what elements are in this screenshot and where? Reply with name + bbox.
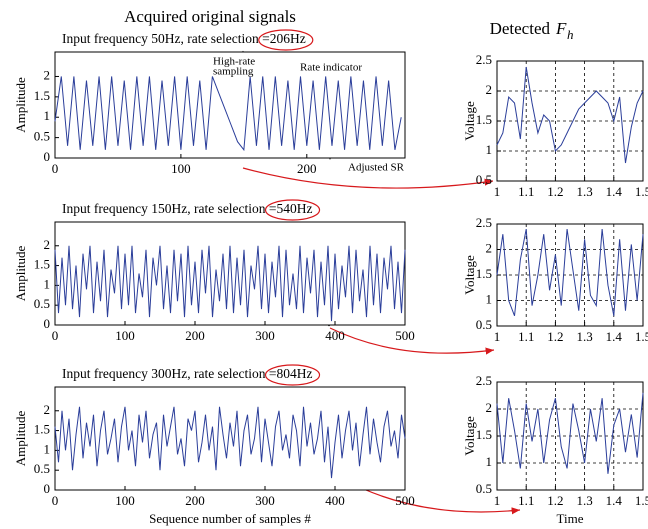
- chart-title: Input frequency 50Hz, rate selection =20…: [62, 31, 306, 46]
- x-tick-label: 1: [494, 329, 501, 344]
- plot-frame: [54, 51, 406, 159]
- y-axis-label: Voltage: [462, 416, 477, 456]
- left-title: Acquired original signals: [124, 7, 296, 26]
- x-tick-label: 0: [52, 161, 59, 176]
- x-tick-label: 1.1: [518, 329, 534, 344]
- x-tick-label: 1: [494, 184, 501, 199]
- signal-line: [54, 245, 406, 322]
- y-tick-label: 1.5: [476, 112, 492, 127]
- x-axis-label: Time: [557, 511, 584, 526]
- y-tick-label: 1: [44, 276, 51, 291]
- annotation: Adjusted SR: [348, 162, 405, 174]
- x-tick-label: 200: [185, 328, 205, 343]
- y-tick-label: 1: [44, 108, 51, 123]
- x-tick-label: 1.5: [635, 493, 648, 508]
- signal-line: [496, 66, 644, 164]
- annotation: sampling: [213, 66, 254, 78]
- x-tick-label: 1.1: [518, 184, 534, 199]
- y-tick-label: 1.5: [34, 88, 50, 103]
- chart-title: Input frequency 300Hz, rate selection =8…: [62, 366, 313, 381]
- x-tick-label: 1: [494, 493, 501, 508]
- x-tick-label: 1.3: [576, 329, 592, 344]
- chart-title: Input frequency 150Hz, rate selection =5…: [62, 201, 313, 216]
- x-tick-label: 200: [297, 161, 317, 176]
- y-tick-label: 1: [486, 291, 493, 306]
- x-tick-label: 1.1: [518, 493, 534, 508]
- y-tick-label: 0: [44, 149, 51, 164]
- x-tick-label: 1.3: [576, 184, 592, 199]
- y-tick-label: 0.5: [34, 129, 50, 144]
- signal-line: [496, 229, 644, 316]
- x-tick-label: 100: [115, 493, 135, 508]
- annotation: High-rate: [213, 56, 255, 68]
- annotation: Rate indicator: [300, 62, 362, 74]
- y-tick-label: 0.5: [476, 481, 492, 496]
- y-tick-label: 1.5: [476, 266, 492, 281]
- x-tick-label: 1.5: [635, 329, 648, 344]
- y-axis-label: Amplitude: [13, 245, 28, 301]
- y-tick-label: 2.5: [476, 373, 492, 388]
- x-tick-label: 1.2: [547, 493, 563, 508]
- right-subscript: h: [567, 27, 574, 42]
- x-tick-label: 400: [325, 493, 345, 508]
- x-tick-label: 1.2: [547, 329, 563, 344]
- x-tick-label: 100: [171, 161, 191, 176]
- x-tick-label: 300: [255, 493, 275, 508]
- x-tick-label: 1.5: [635, 184, 648, 199]
- highlight-ellipse: [264, 199, 321, 221]
- x-tick-label: 500: [395, 493, 415, 508]
- y-tick-label: 2: [44, 237, 51, 252]
- y-tick-label: 2: [486, 400, 493, 415]
- signal-line: [54, 76, 402, 152]
- y-tick-label: 1.5: [34, 257, 50, 272]
- y-tick-label: 1: [44, 441, 51, 456]
- y-tick-label: 2.5: [476, 215, 492, 230]
- y-tick-label: 1: [486, 454, 493, 469]
- y-tick-label: 1.5: [476, 427, 492, 442]
- signal-line: [496, 392, 644, 474]
- y-tick-label: 0.5: [34, 296, 50, 311]
- y-tick-label: 0.5: [476, 317, 492, 332]
- y-tick-label: 2: [44, 402, 51, 417]
- x-tick-label: 1.3: [576, 493, 592, 508]
- y-tick-label: 2: [486, 82, 493, 97]
- y-tick-label: 0: [44, 481, 51, 496]
- y-tick-label: 0.5: [34, 461, 50, 476]
- x-axis-label: Sequence number of samples #: [149, 511, 311, 526]
- signal-line: [54, 406, 406, 479]
- plot-frame: [54, 386, 406, 491]
- y-tick-label: 2.5: [476, 52, 492, 67]
- x-tick-label: 100: [115, 328, 135, 343]
- highlight-ellipse: [258, 29, 314, 51]
- x-tick-label: 1.4: [606, 493, 623, 508]
- y-axis-label: Voltage: [462, 255, 477, 295]
- highlight-ellipse: [264, 364, 321, 386]
- arrow: [242, 167, 494, 189]
- right-symbol: F: [555, 19, 567, 38]
- y-tick-label: 2: [44, 67, 51, 82]
- x-tick-label: 0: [52, 493, 59, 508]
- x-tick-label: 500: [395, 328, 415, 343]
- x-tick-label: 0: [52, 328, 59, 343]
- y-tick-label: 0: [44, 316, 51, 331]
- x-tick-label: 1.4: [606, 184, 623, 199]
- y-tick-label: 2: [486, 240, 493, 255]
- arrow: [329, 327, 495, 355]
- y-tick-label: 0.5: [476, 172, 492, 187]
- y-axis-label: Amplitude: [13, 77, 28, 133]
- right-title: Detected: [490, 19, 551, 38]
- y-tick-label: 1: [486, 142, 493, 157]
- x-tick-label: 1.2: [547, 184, 563, 199]
- x-tick-label: 400: [325, 328, 345, 343]
- y-tick-label: 1.5: [34, 422, 50, 437]
- y-axis-label: Voltage: [462, 101, 477, 141]
- x-tick-label: 200: [185, 493, 205, 508]
- x-tick-label: 1.4: [606, 329, 623, 344]
- x-tick-label: 300: [255, 328, 275, 343]
- y-axis-label: Amplitude: [13, 410, 28, 466]
